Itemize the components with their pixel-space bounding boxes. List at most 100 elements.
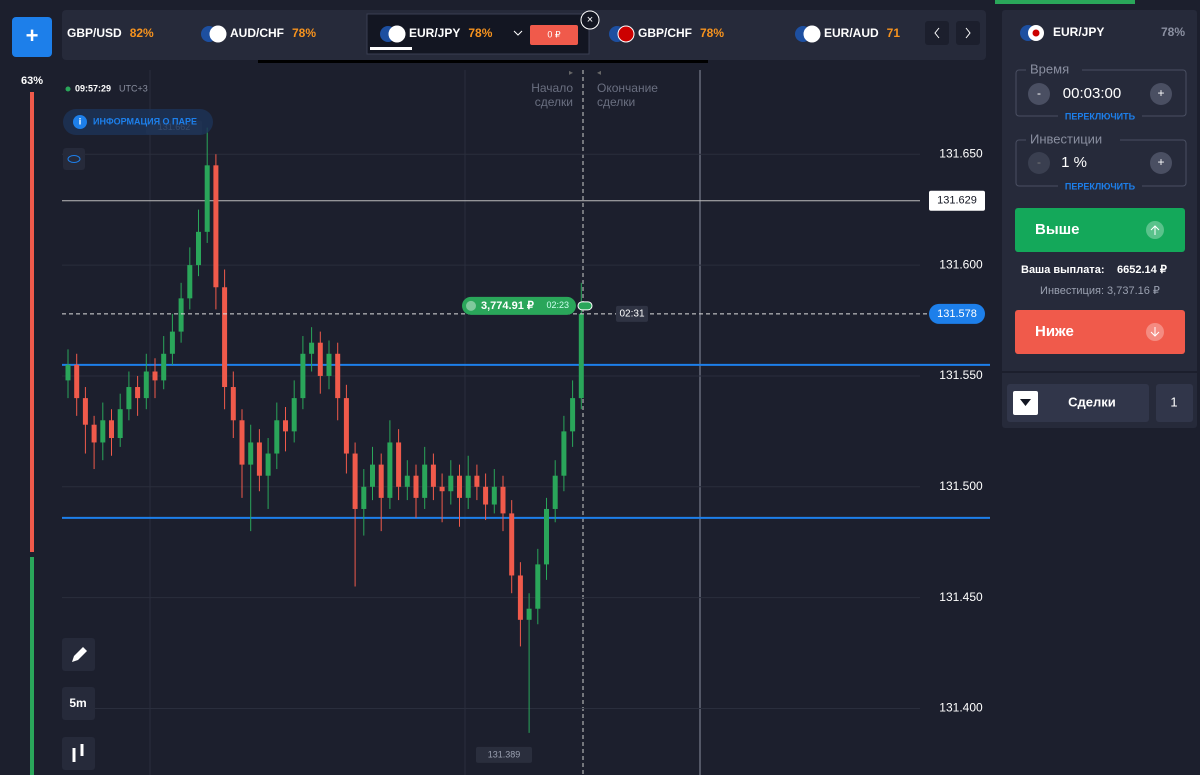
sentiment-bar-up — [30, 557, 34, 775]
time-label: Время — [1030, 61, 1069, 76]
up-button[interactable] — [1015, 208, 1185, 252]
y-tick-label: 131.650 — [939, 146, 983, 160]
next-icon — [965, 27, 971, 39]
level-label: 131.629 — [937, 195, 977, 207]
info-icon — [73, 115, 87, 129]
tab-amount: 0 ₽ — [547, 29, 561, 39]
invest-label: Инвестиции — [1030, 131, 1102, 146]
add-button[interactable] — [12, 17, 52, 57]
flag — [1032, 29, 1040, 37]
invest-minus[interactable] — [1028, 152, 1050, 174]
timeframe-button[interactable] — [62, 687, 95, 720]
tab-scroll — [258, 60, 708, 63]
trade-amount: 3,774.91 ₽ — [481, 300, 534, 312]
tab-pair[interactable]: EUR/AUD — [824, 26, 879, 40]
info-button[interactable] — [63, 109, 213, 135]
candle-body — [370, 464, 375, 487]
flag — [388, 25, 406, 43]
level-tag — [929, 190, 985, 211]
candle-body — [213, 165, 219, 288]
eye-icon — [67, 155, 81, 163]
up-arrow — [1150, 225, 1160, 235]
info-label[interactable]: ИНФОРМАЦИЯ О ПАРЕ — [93, 116, 197, 126]
candle-body — [265, 453, 271, 476]
deals-button[interactable] — [1007, 384, 1149, 422]
pencil — [72, 647, 87, 662]
flag — [617, 25, 635, 43]
candle-body — [283, 420, 288, 432]
payout-value: 6652.14 ₽ — [1117, 264, 1167, 276]
top-strip — [995, 0, 1135, 4]
candle-body — [552, 475, 558, 509]
trade-tag[interactable] — [462, 296, 576, 315]
candle-body — [578, 313, 584, 399]
candle-body — [161, 353, 167, 381]
plus: + — [1157, 86, 1164, 100]
candle-body — [169, 331, 175, 354]
low-tag — [476, 746, 532, 763]
price-tag — [929, 303, 985, 324]
candle-body — [91, 424, 97, 443]
candle-body — [100, 420, 106, 443]
timer: 02:31 — [619, 309, 644, 320]
time-plus[interactable] — [1150, 83, 1172, 105]
deals-count-box — [1156, 384, 1193, 422]
candle-body — [491, 486, 497, 505]
switch[interactable]: ПЕРЕКЛЮЧИТЬ — [1065, 181, 1136, 191]
candle-body — [509, 513, 515, 576]
trade-dot — [577, 301, 593, 311]
prev[interactable] — [925, 21, 949, 45]
tab-payout: 71 — [887, 26, 901, 40]
up-label: Выше — [1035, 221, 1080, 238]
candle-body — [430, 464, 436, 487]
invest-plus[interactable] — [1150, 152, 1172, 174]
investment: Инвестиция: 3,737.16 ₽ — [1040, 285, 1160, 297]
candle-body — [204, 165, 210, 232]
candle-body — [222, 287, 228, 388]
live-dot — [65, 86, 71, 92]
minus: - — [1037, 86, 1041, 100]
flag — [803, 25, 821, 43]
deal-start-label: Начало — [531, 81, 573, 95]
y-tick-label: 131.400 — [939, 701, 983, 715]
tab-payout: 78% — [292, 26, 316, 40]
candle-body — [343, 398, 349, 454]
candle-body — [300, 353, 306, 399]
arrow: ▸ — [569, 68, 573, 77]
tab-pair[interactable]: GBP/USD — [67, 26, 122, 40]
tab-pair[interactable]: GBP/CHF — [638, 26, 692, 40]
time-value: 00:03:00 — [1063, 85, 1121, 102]
deal-start-label: сделки — [535, 95, 573, 109]
candle-body — [335, 353, 341, 399]
chart-type[interactable] — [62, 737, 95, 770]
candle-body — [500, 486, 506, 514]
candle-body — [65, 364, 71, 381]
candle-body — [126, 387, 132, 410]
price-label: 131.578 — [937, 308, 977, 320]
tab-payout: 78% — [700, 26, 724, 40]
gap — [1026, 62, 1082, 76]
candle-body — [82, 398, 88, 425]
candle-body — [309, 342, 315, 354]
down-button[interactable] — [1015, 310, 1185, 354]
candle-body — [413, 475, 419, 498]
next[interactable] — [956, 21, 980, 45]
tab-pair[interactable]: AUD/CHF — [230, 26, 284, 40]
switch[interactable]: ПЕРЕКЛЮЧИТЬ — [1065, 111, 1136, 121]
candle-body — [387, 442, 393, 498]
deal-end-label: сделки — [597, 95, 635, 109]
candle-body — [422, 464, 428, 498]
candle-body — [143, 371, 149, 399]
eye-button[interactable] — [63, 148, 85, 170]
trade-time: 02:23 — [546, 300, 569, 310]
candle-body — [274, 420, 280, 454]
info-i: i — [79, 116, 82, 126]
tab-pair[interactable]: EUR/JPY — [409, 26, 460, 40]
trade-icon — [466, 300, 476, 311]
invest-value: 1 % — [1061, 154, 1087, 171]
tab-payout: 82% — [130, 26, 154, 40]
time-minus[interactable] — [1028, 83, 1050, 105]
close-tab[interactable] — [580, 10, 600, 30]
candle-body — [187, 265, 193, 299]
